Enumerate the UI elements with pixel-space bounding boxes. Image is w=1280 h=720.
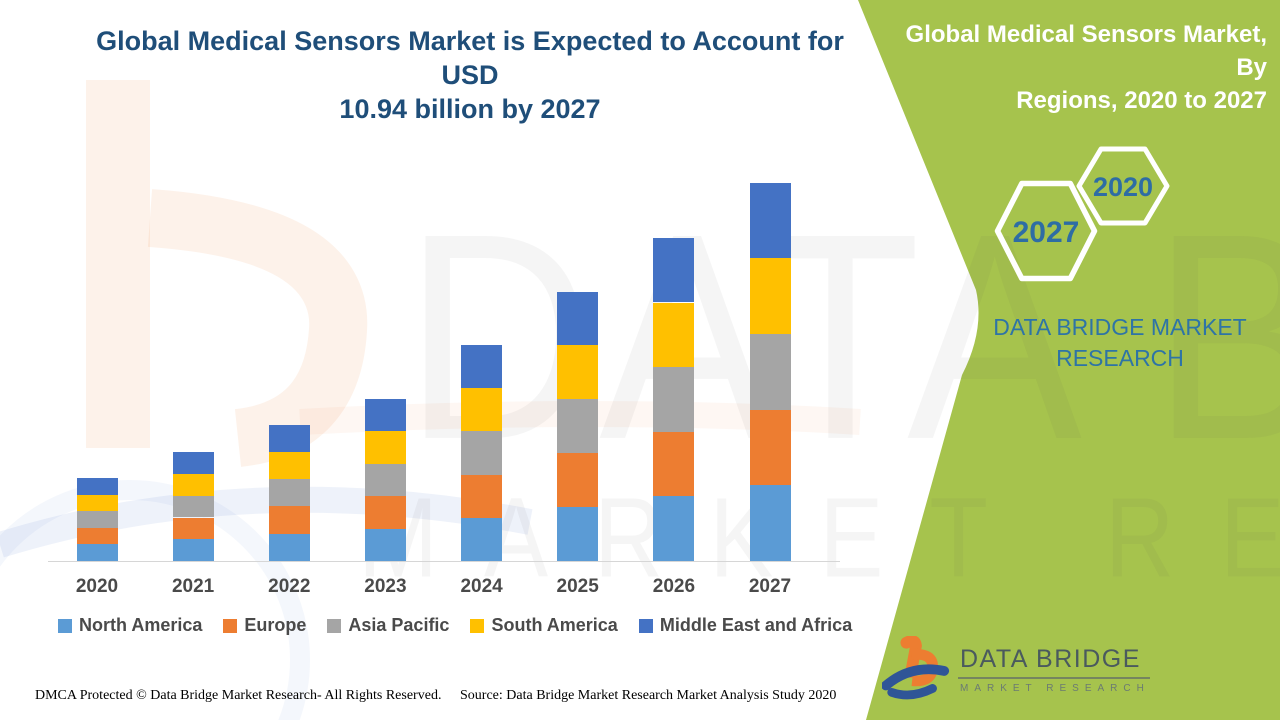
bar-segment-north-america-2020 bbox=[76, 544, 118, 561]
bar-segment-europe-2026 bbox=[653, 431, 695, 497]
bar-segment-south-america-2026 bbox=[653, 302, 695, 368]
brand-name-line1: DATA BRIDGE MARKET bbox=[993, 314, 1247, 340]
bar-segment-europe-2020 bbox=[76, 527, 118, 545]
bar-segment-asia-pacific-2024 bbox=[461, 431, 503, 475]
dbmr-logo-icon bbox=[882, 636, 950, 700]
legend-label: Asia Pacific bbox=[348, 615, 450, 635]
bar-segment-north-america-2024 bbox=[461, 517, 503, 561]
bar-segment-asia-pacific-2020 bbox=[76, 511, 118, 528]
x-axis-label-2025: 2025 bbox=[556, 576, 599, 597]
bar-segment-europe-2021 bbox=[172, 517, 214, 540]
dmca-notice: DMCA Protected © Data Bridge Market Rese… bbox=[35, 688, 442, 703]
legend-item-europe: Europe bbox=[223, 615, 306, 636]
x-axis-label-2021: 2021 bbox=[171, 576, 215, 597]
x-axis-label-2027: 2027 bbox=[748, 576, 792, 597]
bar-segment-north-america-2027 bbox=[749, 485, 791, 561]
legend-label: Europe bbox=[244, 615, 307, 635]
chart-legend: North America Europe Asia Pacific South Ame… bbox=[58, 615, 852, 636]
bar-segment-europe-2023 bbox=[364, 496, 406, 529]
hexagon-label-2027: 2027 bbox=[1012, 216, 1080, 249]
bar-segment-asia-pacific-2027 bbox=[749, 334, 791, 410]
chart-title-line1: Global Medical Sensors Market is Expecte… bbox=[96, 26, 844, 90]
bar-segment-europe-2024 bbox=[461, 474, 503, 518]
legend-label: Middle East and Africa bbox=[659, 615, 853, 635]
side-panel-title-line2: Regions, 2020 to 2027 bbox=[1016, 87, 1267, 114]
logo-subtitle: MARKET RESEARCH bbox=[960, 682, 1150, 694]
watermark-logo-stem bbox=[86, 80, 150, 448]
bar-segment-europe-2022 bbox=[268, 506, 310, 534]
bar-segment-middle-east-and-africa-2020 bbox=[76, 478, 118, 495]
dbmr-logo-text: DATA BRIDGE MARKET RESEARCH bbox=[958, 645, 1150, 694]
logo-title: DATA BRIDGE bbox=[958, 645, 1150, 679]
legend-swatch bbox=[223, 618, 238, 633]
watermark-logo-swoosh bbox=[0, 486, 533, 558]
dbmr-logo: DATA BRIDGE MARKET RESEARCH bbox=[882, 636, 1150, 702]
legend-item-north-america: North America bbox=[58, 615, 202, 636]
bar-segment-asia-pacific-2021 bbox=[172, 495, 214, 518]
x-axis-label-2020: 2020 bbox=[75, 576, 119, 597]
chart-title: Global Medical Sensors Market is Expecte… bbox=[70, 24, 870, 126]
bar-segment-middle-east-and-africa-2021 bbox=[172, 452, 214, 474]
side-panel-title: Global Medical Sensors Market, By Region… bbox=[877, 18, 1267, 117]
legend-swatch bbox=[470, 618, 485, 633]
bar-segment-south-america-2025 bbox=[557, 345, 599, 400]
bar-segment-middle-east-and-africa-2024 bbox=[461, 345, 503, 389]
bar-segment-north-america-2025 bbox=[557, 507, 599, 561]
legend-item-south-america: South America bbox=[470, 615, 618, 636]
bar-segment-south-america-2022 bbox=[268, 451, 310, 480]
bar-segment-asia-pacific-2026 bbox=[653, 367, 695, 432]
bar-segment-north-america-2022 bbox=[268, 533, 310, 561]
legend-swatch bbox=[58, 618, 72, 633]
hexagon-label-2020: 2020 bbox=[1092, 172, 1154, 202]
legend-label: South America bbox=[491, 615, 618, 635]
bar-segment-north-america-2026 bbox=[653, 496, 695, 561]
x-axis-label-2023: 2023 bbox=[364, 576, 407, 597]
legend-item-middle-east-and-africa: Middle East and Africa bbox=[638, 615, 853, 636]
chart-title-line2: 10.94 billion by 2027 bbox=[339, 94, 601, 124]
bar-segment-south-america-2024 bbox=[461, 388, 503, 432]
watermark-logo-bowl bbox=[147, 189, 368, 467]
legend-swatch bbox=[327, 618, 342, 633]
source-note: Source: Data Bridge Market Research Mark… bbox=[460, 688, 837, 703]
bar-segment-middle-east-and-africa-2023 bbox=[364, 398, 406, 432]
side-panel-title-line1: Global Medical Sensors Market, By bbox=[905, 21, 1267, 81]
bar-segment-europe-2025 bbox=[557, 453, 599, 508]
bar-segment-asia-pacific-2025 bbox=[557, 399, 599, 454]
bar-segment-south-america-2020 bbox=[76, 494, 118, 512]
bar-segment-north-america-2023 bbox=[364, 528, 406, 561]
legend-swatch bbox=[638, 618, 653, 633]
bar-segment-south-america-2023 bbox=[364, 431, 406, 464]
bar-segment-middle-east-and-africa-2026 bbox=[653, 237, 695, 303]
bar-segment-middle-east-and-africa-2027 bbox=[749, 182, 791, 259]
hexagon-2020 bbox=[1076, 146, 1170, 226]
brand-name: DATA BRIDGE MARKET RESEARCH bbox=[965, 312, 1275, 374]
x-axis-label-2026: 2026 bbox=[652, 576, 696, 597]
brand-name-line2: RESEARCH bbox=[1056, 345, 1184, 371]
x-axis-line bbox=[48, 561, 840, 562]
watermark-logo-ring bbox=[0, 480, 310, 720]
x-axis-label-2022: 2022 bbox=[268, 576, 311, 597]
bar-segment-middle-east-and-africa-2025 bbox=[557, 291, 599, 346]
green-panel-shape bbox=[858, 0, 1280, 720]
bar-segment-north-america-2021 bbox=[172, 539, 214, 561]
hexagon-2027 bbox=[994, 180, 1098, 282]
bar-segment-asia-pacific-2022 bbox=[268, 479, 310, 507]
bar-segment-europe-2027 bbox=[749, 409, 791, 486]
bar-segment-south-america-2021 bbox=[172, 473, 214, 496]
bar-segment-middle-east-and-africa-2022 bbox=[268, 424, 310, 452]
bar-segment-asia-pacific-2023 bbox=[364, 463, 406, 497]
legend-label: North America bbox=[79, 615, 203, 635]
x-axis-label-2024: 2024 bbox=[460, 576, 503, 597]
bar-segment-south-america-2027 bbox=[749, 258, 791, 334]
legend-item-asia-pacific: Asia Pacific bbox=[327, 615, 449, 636]
